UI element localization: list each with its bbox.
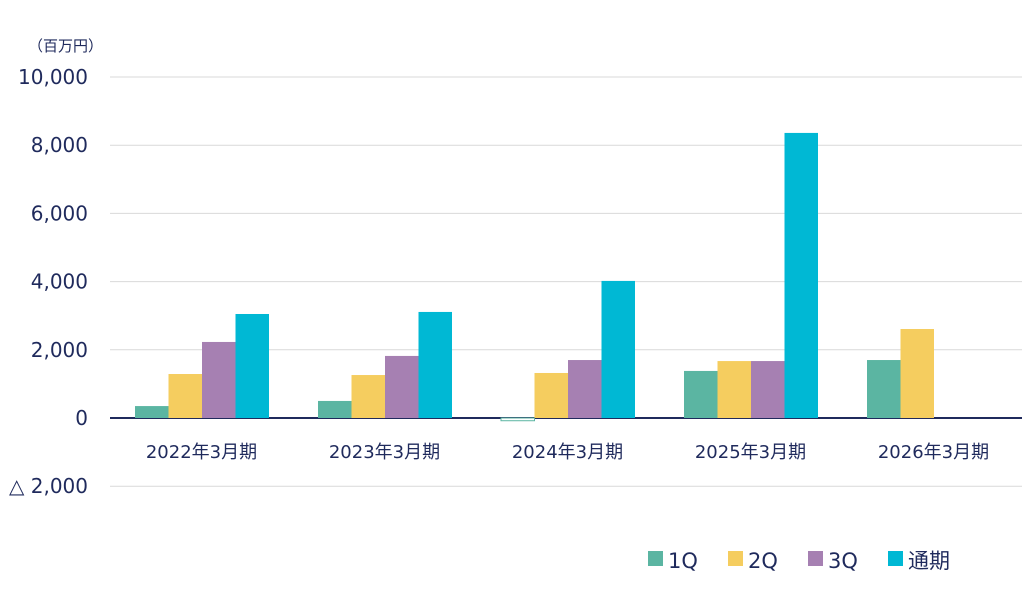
bar-2Q-2 <box>534 372 568 418</box>
legend-label: 2Q <box>748 549 778 573</box>
bar-2Q-0 <box>168 374 202 418</box>
legend-label: 通期 <box>908 549 950 573</box>
bar-3Q-1 <box>385 355 419 418</box>
y-tick-label: 4,000 <box>31 270 88 294</box>
x-tick-label: 2024年3月期 <box>512 442 623 463</box>
legend-label: 3Q <box>828 549 858 573</box>
unit-label: （百万円） <box>28 37 103 55</box>
y-tick-label: △ 2,000 <box>9 474 88 498</box>
bar-通期-1 <box>418 311 452 418</box>
bar-通期-0 <box>235 313 269 418</box>
legend-swatch <box>728 551 743 566</box>
legend-swatch <box>888 551 903 566</box>
bar-2Q-4 <box>900 328 934 418</box>
x-tick-label: 2025年3月期 <box>695 442 806 463</box>
legend-label: 1Q <box>668 549 698 573</box>
bar-1Q-2 <box>500 417 535 422</box>
bar-3Q-2 <box>568 360 602 418</box>
y-tick-label: 2,000 <box>31 338 88 362</box>
legend-swatch <box>808 551 823 566</box>
y-tick-label: 8,000 <box>31 133 88 157</box>
x-tick-label: 2023年3月期 <box>329 442 440 463</box>
bar-1Q-0 <box>135 406 169 418</box>
y-tick-label: 6,000 <box>31 201 88 225</box>
x-tick-label: 2022年3月期 <box>146 442 257 463</box>
x-tick-label: 2026年3月期 <box>878 442 989 463</box>
bar-通期-2 <box>601 280 635 418</box>
y-tick-label: 10,000 <box>18 65 88 89</box>
legend-swatch <box>648 551 663 566</box>
bar-3Q-0 <box>202 341 236 418</box>
bar-1Q-4 <box>867 360 901 418</box>
bar-1Q-3 <box>684 370 718 418</box>
y-tick-label: 0 <box>75 406 88 430</box>
bar-3Q-3 <box>751 361 785 418</box>
bar-2Q-1 <box>351 375 385 418</box>
bar-2Q-3 <box>717 361 751 418</box>
bar-1Q-1 <box>318 400 352 418</box>
bar-通期-3 <box>784 132 818 418</box>
